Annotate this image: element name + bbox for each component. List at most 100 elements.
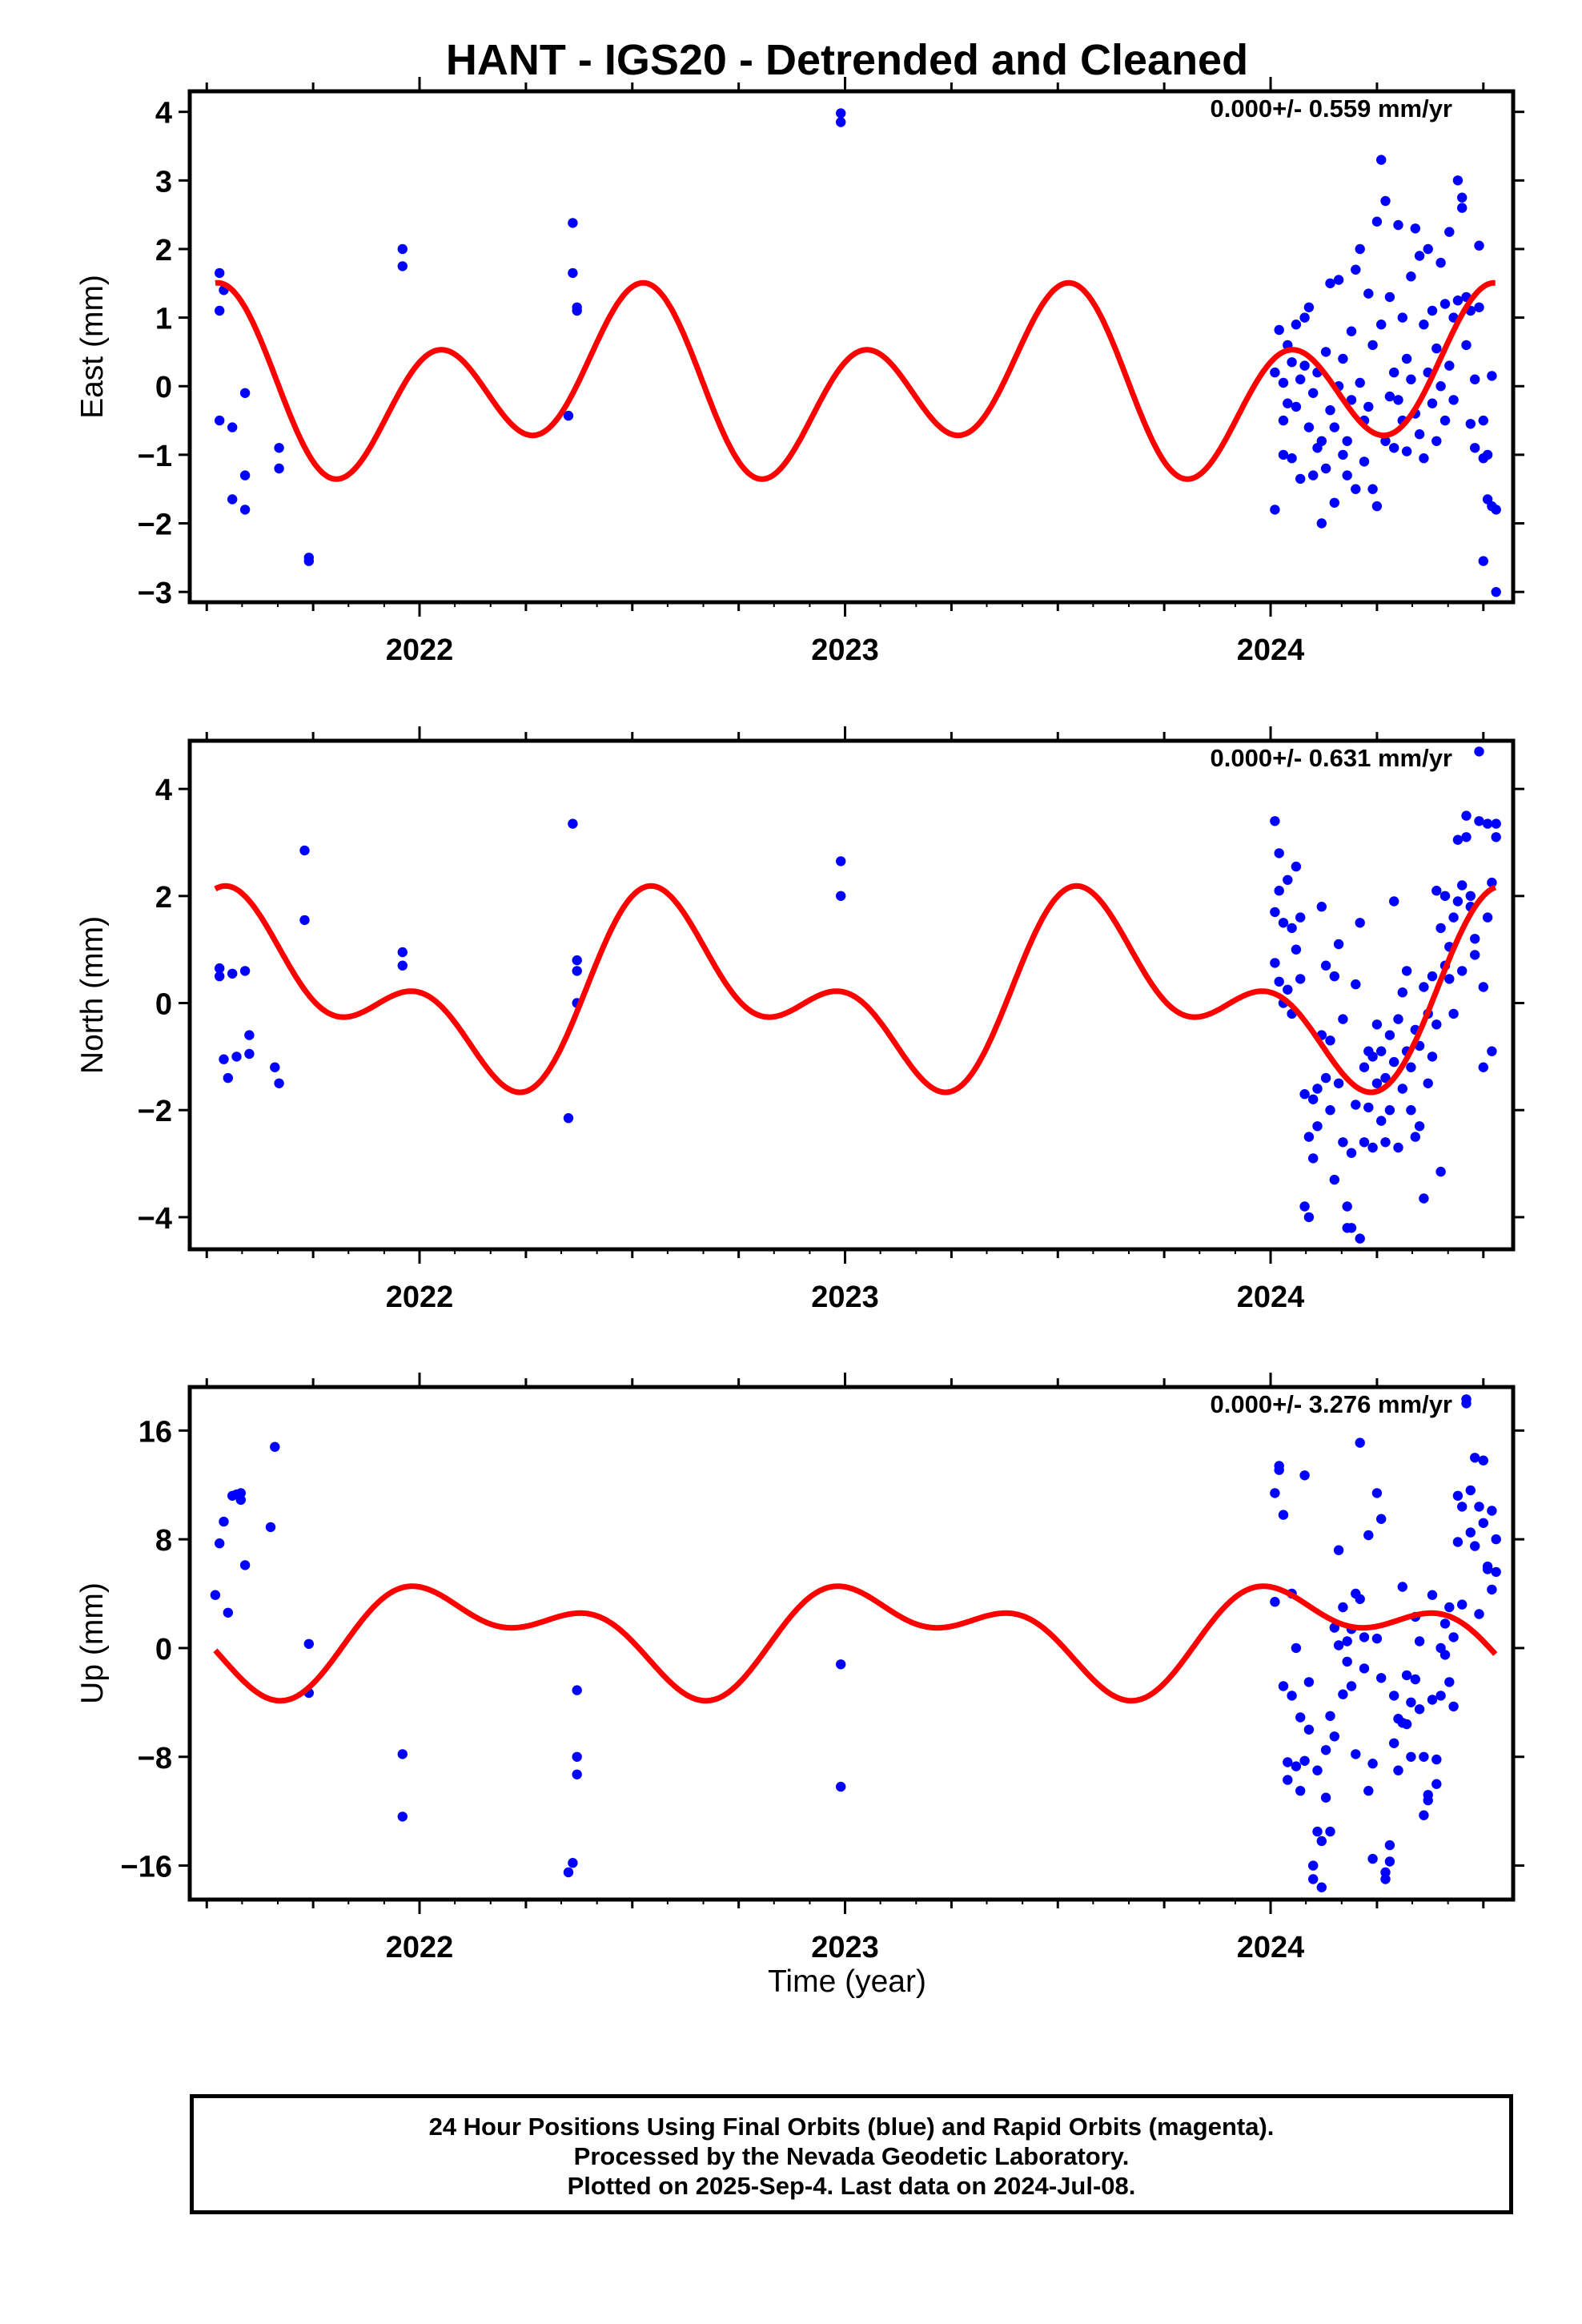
east-fit-curve [214,279,1497,482]
data-point [1397,312,1408,323]
data-point [1316,1882,1327,1892]
data-point [1393,395,1403,405]
data-point [1478,556,1489,566]
data-point [1380,1874,1391,1884]
data-point [572,955,582,966]
data-point [1346,1223,1357,1233]
data-point [1355,918,1365,928]
data-point [1452,175,1464,186]
data-point [836,117,846,127]
data-point [1274,886,1284,896]
data-point [1439,891,1451,902]
data-point [1376,320,1387,330]
data-point [215,305,225,316]
data-point [1346,395,1357,405]
data-point [299,915,310,926]
data-point [1444,1602,1455,1613]
data-point [1389,1056,1399,1068]
data-point [215,971,225,982]
data-point [1351,1749,1361,1759]
data-point [1287,923,1297,934]
data-point [1457,203,1468,213]
data-point [1452,834,1464,845]
footer-line-2: Processed by the Nevada Geodetic Laborat… [573,2142,1130,2170]
data-point [568,1858,578,1868]
up-y-axis-label: Up (mm) [75,1582,110,1704]
data-point [1487,1584,1497,1595]
data-point [1457,1502,1468,1512]
data-point [1444,360,1455,371]
data-point [1439,1650,1451,1660]
y-tick-label: −3 [138,577,172,610]
x-tick-label: 2022 [386,1931,454,1964]
data-point [1401,1670,1412,1681]
data-point [1380,195,1391,207]
data-point [1393,1014,1403,1024]
data-point [239,966,251,976]
data-point [1346,326,1357,336]
data-point [1376,155,1387,165]
data-point [1448,395,1459,405]
data-point [1278,415,1289,426]
data-point [1363,1530,1374,1541]
data-point [274,1078,284,1089]
data-point [1427,398,1438,408]
data-point [397,243,408,255]
data-point [1329,1174,1340,1185]
data-point [1431,886,1442,896]
data-point [1414,1121,1425,1132]
data-point [1342,436,1352,446]
data-point [1320,347,1331,357]
data-point [1444,974,1455,984]
data-point [1299,1470,1310,1481]
data-point [1406,1697,1416,1707]
data-point [1384,1030,1395,1040]
north-plot-frame [187,738,1516,1252]
data-point [1338,1602,1348,1613]
data-point [1389,443,1399,453]
data-point [1431,1754,1442,1765]
data-point [1333,275,1344,285]
data-point [1338,449,1348,460]
data-point [1376,1116,1387,1126]
data-point [227,422,238,432]
data-point [1457,966,1468,976]
data-point [223,1607,233,1618]
data-point [836,1659,846,1670]
data-point [223,1072,233,1084]
up-plot-frame [187,1385,1516,1902]
x-tick-label: 2024 [1237,1931,1305,1964]
data-point [1333,1640,1344,1651]
data-point [1439,415,1451,426]
data-point [1367,1853,1378,1864]
data-point [1291,861,1302,872]
data-point [1355,377,1365,388]
data-point [1333,1545,1344,1555]
data-point [1406,1062,1416,1072]
x-tick-label: 2024 [1237,633,1305,667]
data-point [1342,1656,1352,1667]
data-point [1316,436,1327,446]
data-point [1283,398,1293,408]
data-point [1452,1537,1464,1547]
data-point [1270,367,1280,378]
data-point [235,1488,246,1498]
data-point [1308,470,1319,480]
data-point [1427,1695,1438,1705]
data-point [1291,1642,1302,1654]
data-point [1478,1062,1489,1072]
data-point [1384,1105,1395,1116]
data-point [1295,473,1306,485]
data-point [1303,1132,1315,1142]
data-point [239,470,251,480]
data-point [572,305,582,316]
data-point [244,1048,255,1059]
data-point [1427,1051,1438,1062]
data-point [1303,302,1315,312]
data-point [1320,960,1331,971]
data-point [303,1638,314,1649]
east-plot-frame [187,89,1516,605]
data-point [1295,1786,1306,1796]
data-point [568,818,578,829]
data-point [1401,966,1412,976]
